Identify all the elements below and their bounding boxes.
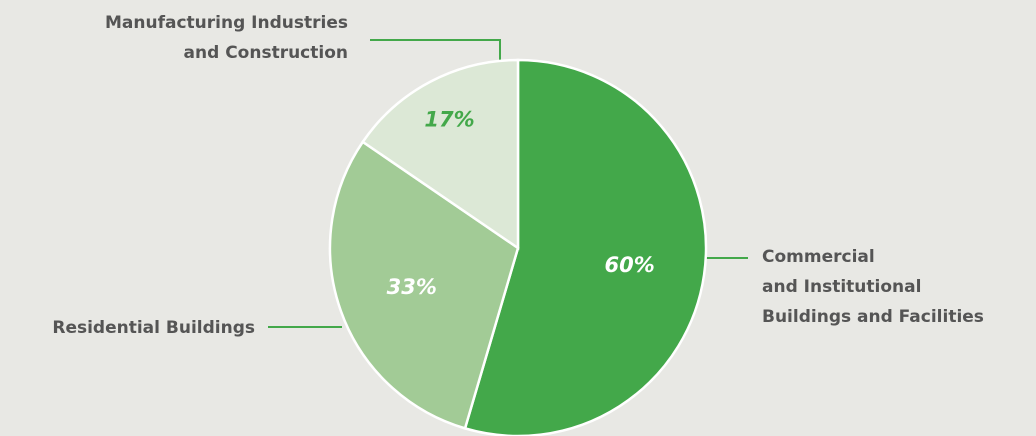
pie-slice bbox=[328, 140, 520, 430]
pie-slice bbox=[361, 58, 520, 251]
label-line: Manufacturing Industries bbox=[105, 13, 348, 33]
data-label: 17% bbox=[424, 107, 474, 131]
category-label: Commercial and Institutional Buildings and… bbox=[762, 247, 984, 327]
category-label: Residential Buildings bbox=[52, 318, 255, 338]
label-line: Commercial bbox=[762, 247, 875, 267]
leader-line bbox=[370, 39, 501, 62]
data-label: 60% bbox=[605, 253, 655, 277]
pie-slice bbox=[463, 58, 708, 436]
label-line: Buildings and Facilities bbox=[762, 307, 984, 327]
label-line: Residential Buildings bbox=[52, 318, 255, 338]
label-line: and Construction bbox=[184, 43, 348, 63]
label-line: and Institutional bbox=[762, 277, 921, 297]
category-label: Manufacturing Industries and Construction bbox=[105, 13, 348, 63]
data-label: 33% bbox=[387, 275, 437, 299]
